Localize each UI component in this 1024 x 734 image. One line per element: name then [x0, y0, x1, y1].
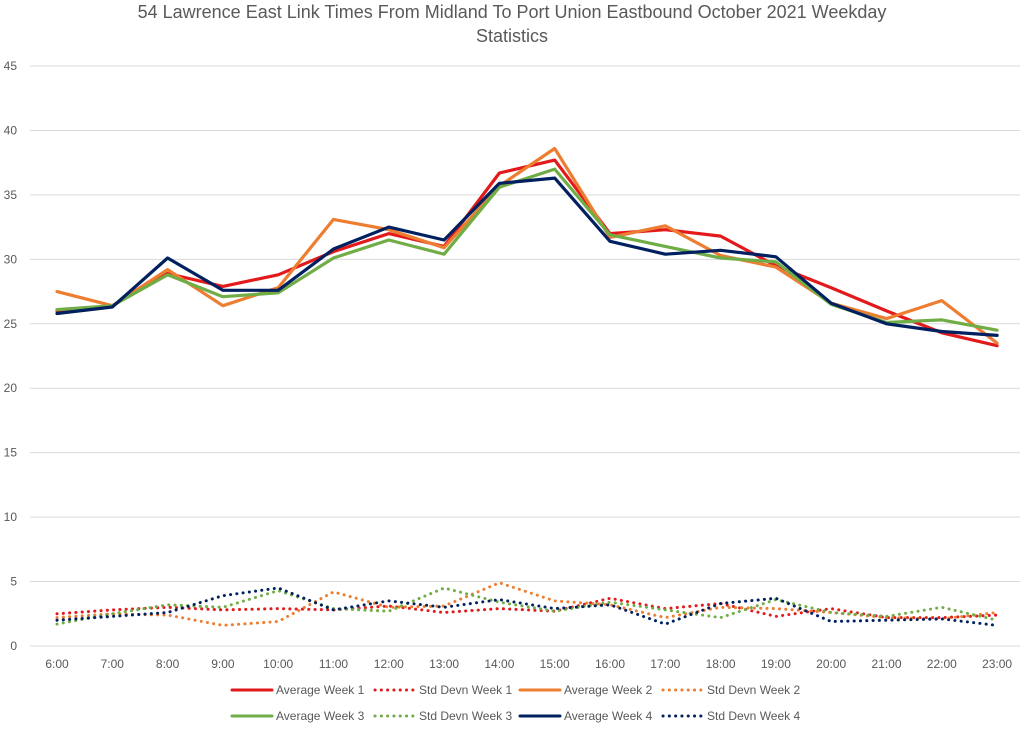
x-tick-label: 23:00	[982, 657, 1012, 671]
series-line-average-week-3	[55, 167, 999, 332]
y-tick-label: 35	[4, 188, 18, 202]
x-tick-label: 15:00	[540, 657, 570, 671]
legend-label: Average Week 2	[564, 683, 653, 697]
y-tick-label: 0	[10, 639, 17, 653]
x-tick-label: 22:00	[927, 657, 957, 671]
series-line-average-week-1	[55, 158, 999, 348]
x-tick-label: 12:00	[374, 657, 404, 671]
y-tick-label: 30	[4, 252, 18, 266]
x-tick-label: 16:00	[595, 657, 625, 671]
legend-item-average-week-2: Average Week 2	[518, 683, 653, 697]
y-tick-label: 10	[4, 510, 18, 524]
legend-label: Average Week 1	[276, 683, 365, 697]
series-line-average-week-4	[55, 176, 999, 337]
x-tick-label: 14:00	[484, 657, 514, 671]
x-tick-label: 6:00	[45, 657, 69, 671]
series-line-std-devn-week-2	[55, 581, 999, 627]
legend-label: Std Devn Week 1	[419, 683, 512, 697]
legend-item-std-devn-week-3: Std Devn Week 3	[373, 709, 512, 723]
y-tick-label: 20	[4, 381, 18, 395]
x-tick-label: 19:00	[761, 657, 791, 671]
gridlines	[30, 65, 1020, 647]
legend-label: Average Week 3	[276, 709, 365, 723]
x-tick-label: 21:00	[871, 657, 901, 671]
x-tick-label: 10:00	[263, 657, 293, 671]
legend-label: Std Devn Week 3	[419, 709, 512, 723]
x-tick-label: 17:00	[650, 657, 680, 671]
legend-item-std-devn-week-4: Std Devn Week 4	[661, 709, 800, 723]
chart-title: 54 Lawrence East Link Times From Midland…	[0, 0, 1024, 48]
y-tick-label: 45	[4, 59, 18, 73]
legend-item-average-week-4: Average Week 4	[518, 709, 653, 723]
chart-title-line-2: Statistics	[475, 26, 549, 46]
legend-label: Std Devn Week 4	[707, 709, 800, 723]
y-tick-label: 15	[4, 446, 18, 460]
y-tick-label: 40	[4, 123, 18, 137]
chart-title-line-1: 54 Lawrence East Link Times From Midland…	[137, 2, 887, 22]
x-tick-label: 18:00	[706, 657, 736, 671]
x-tick-label: 9:00	[211, 657, 235, 671]
legend-item-average-week-1: Average Week 1	[230, 683, 365, 697]
x-tick-label: 13:00	[429, 657, 459, 671]
legend-label: Std Devn Week 2	[707, 683, 800, 697]
legend-label: Average Week 4	[564, 709, 653, 723]
series-line-std-devn-week-4	[55, 586, 999, 627]
series-line-std-devn-week-1	[55, 596, 999, 620]
x-tick-label: 7:00	[101, 657, 125, 671]
series-line-std-devn-week-3	[55, 586, 999, 626]
legend-item-std-devn-week-1: Std Devn Week 1	[373, 683, 512, 697]
legend-item-average-week-3: Average Week 3	[230, 709, 365, 723]
x-tick-label: 20:00	[816, 657, 846, 671]
y-tick-label: 5	[10, 575, 17, 589]
legend-item-std-devn-week-2: Std Devn Week 2	[661, 683, 800, 697]
x-tick-label: 11:00	[319, 657, 348, 671]
x-tick-label: 8:00	[156, 657, 180, 671]
y-tick-label: 25	[4, 317, 18, 331]
